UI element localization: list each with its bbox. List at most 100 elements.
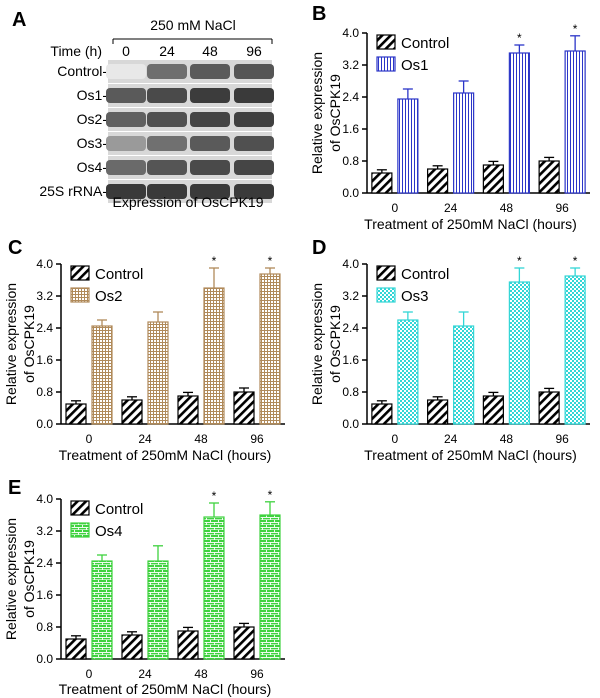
- bar-control-48: [482, 164, 504, 194]
- legend-label: Os4: [95, 523, 123, 540]
- x-tick-label: 24: [444, 201, 458, 215]
- x-tick-label: 24: [444, 432, 458, 446]
- legend-label: Control: [95, 501, 143, 518]
- blot-time-0: 0: [122, 43, 130, 59]
- y-tick-label: 0.8: [36, 385, 53, 399]
- x-tick-label: 96: [555, 432, 569, 446]
- blot-row: Os3-: [77, 132, 274, 155]
- y-axis-label: Relative expression: [3, 283, 19, 405]
- blot-band: [106, 112, 146, 127]
- legend-swatch: [70, 287, 90, 303]
- bar-os1-0: [397, 98, 419, 194]
- panel-letter: E: [8, 477, 21, 499]
- legend-label: Control: [95, 266, 143, 283]
- blot-rows: Control- Os1- Os2- Os3- Os4- 25S rRNA-: [39, 60, 274, 203]
- bar-control-0: [371, 403, 393, 425]
- y-tick-label: 0.8: [342, 154, 359, 168]
- bar-control-96: [233, 391, 255, 425]
- legend-swatch: [376, 265, 396, 281]
- y-tick-label: 3.2: [36, 524, 53, 538]
- legend-swatch: [376, 56, 396, 72]
- significance-star: *: [268, 254, 273, 268]
- blot-row-label: 25S rRNA-: [39, 183, 107, 199]
- y-axis-label: of OsCPK19: [327, 305, 343, 383]
- bar-os1-48: [508, 52, 530, 194]
- blot-band: [147, 184, 187, 199]
- y-tick-label: 0.0: [36, 652, 53, 666]
- y-tick-label: 2.4: [36, 556, 53, 570]
- blot-band: [234, 160, 274, 175]
- x-axis-label: Treatment of 250mM NaCl (hours): [59, 681, 272, 697]
- legend-swatch: [376, 287, 396, 303]
- bar-control-48: [482, 395, 504, 425]
- bar-os2-96: [259, 273, 281, 425]
- blot-band: [190, 184, 230, 199]
- x-tick-label: 48: [194, 432, 208, 446]
- x-tick-label: 0: [392, 201, 399, 215]
- significance-star: *: [573, 22, 578, 36]
- bar-os2-24: [147, 321, 169, 425]
- significance-star: *: [268, 488, 273, 502]
- significance-star: *: [212, 489, 217, 503]
- chart-panel-e: E 0.0 0.8 1.6 2.4 3.2 4.0 0 24 * 48 * 96 Control Os4 Tr…: [3, 477, 285, 697]
- x-tick-label: 48: [194, 667, 208, 681]
- y-tick-label: 3.2: [342, 58, 359, 72]
- chart-panel-c: C 0.0 0.8 1.6 2.4 3.2 4.0 0 24 * 48 * 96 Control Os2 Tr…: [3, 237, 285, 463]
- y-tick-label: 2.4: [342, 90, 359, 104]
- blot-band: [106, 136, 146, 151]
- chart-panel-b: B 0.0 0.8 1.6 2.4 3.2 4.0 0 24 * 48 * 96 Control Os1 Tr…: [309, 3, 590, 232]
- x-axis-label: Treatment of 250mM NaCl (hours): [364, 216, 577, 232]
- y-axis-label: Relative expression: [309, 52, 325, 174]
- y-tick-label: 4.0: [342, 257, 359, 271]
- y-tick-label: 2.4: [342, 321, 359, 335]
- bar-control-96: [538, 160, 560, 194]
- time-axis-label: Time (h): [50, 43, 102, 59]
- significance-star: *: [517, 254, 522, 268]
- blot-row: Os1-: [77, 84, 274, 107]
- x-axis-label: Treatment of 250mM NaCl (hours): [59, 447, 272, 463]
- y-tick-label: 1.6: [342, 353, 359, 367]
- blot-band: [106, 160, 146, 175]
- y-tick-label: 3.2: [36, 289, 53, 303]
- panel-letter: D: [312, 237, 326, 259]
- bar-control-0: [65, 638, 87, 660]
- bar-control-24: [121, 399, 143, 425]
- y-tick-label: 1.6: [342, 122, 359, 136]
- x-tick-label: 0: [392, 432, 399, 446]
- x-tick-label: 96: [250, 667, 264, 681]
- x-tick-label: 48: [500, 432, 514, 446]
- blot-band: [147, 64, 187, 79]
- x-tick-label: 96: [250, 432, 264, 446]
- blot-row: Os4-: [77, 156, 274, 179]
- legend-swatch: [70, 265, 90, 281]
- blot-band: [234, 112, 274, 127]
- blot-band: [234, 88, 274, 103]
- bar-control-0: [371, 172, 393, 194]
- y-tick-label: 1.6: [36, 353, 53, 367]
- blot-band: [234, 64, 274, 79]
- blot-band: [106, 88, 146, 103]
- blot-row: Os2-: [77, 108, 274, 131]
- blot-row-label: Os4-: [77, 159, 108, 175]
- blot-band: [147, 160, 187, 175]
- legend-label: Os2: [95, 288, 123, 305]
- blot-band: [147, 136, 187, 151]
- y-tick-label: 3.2: [342, 289, 359, 303]
- y-tick-label: 0.8: [36, 620, 53, 634]
- x-axis-label: Treatment of 250mM NaCl (hours): [364, 447, 577, 463]
- y-tick-label: 0.0: [342, 186, 359, 200]
- panel-letter: C: [8, 237, 22, 259]
- blot-band: [190, 64, 230, 79]
- legend-label: Control: [401, 35, 449, 52]
- bar-os2-48: [203, 287, 225, 425]
- bar-control-96: [538, 391, 560, 425]
- blot-band: [147, 88, 187, 103]
- blot-time-24: 24: [159, 43, 175, 59]
- legend-label: Control: [401, 266, 449, 283]
- blot-time-96: 96: [246, 43, 262, 59]
- y-tick-label: 4.0: [342, 26, 359, 40]
- bar-control-24: [427, 168, 449, 194]
- y-tick-label: 2.4: [36, 321, 53, 335]
- blot-time-48: 48: [202, 43, 218, 59]
